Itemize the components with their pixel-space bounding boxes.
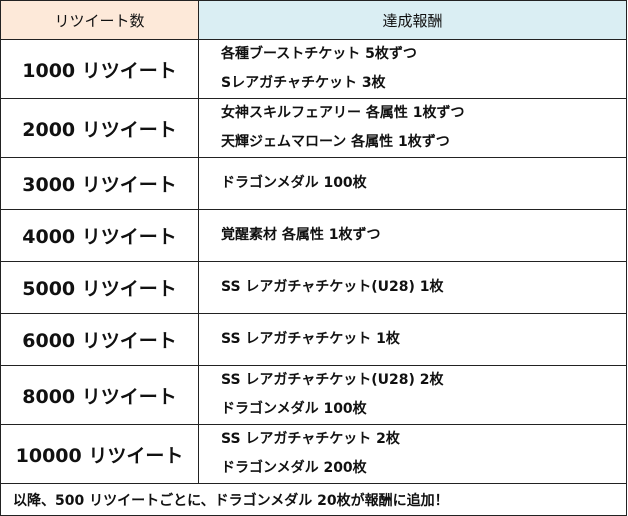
retweet-count: 2000 リツイート bbox=[0, 98, 199, 158]
reward-item: 天輝ジェムマローン 各属性 1枚ずつ bbox=[221, 134, 450, 150]
retweet-count: 3000 リツイート bbox=[0, 157, 199, 210]
reward-item: SS レアガチャチケット 2枚 bbox=[221, 431, 400, 447]
table-row: 3000 リツイート ドラゴンメダル 100枚 bbox=[0, 157, 627, 210]
reward-item: ドラゴンメダル 200枚 bbox=[221, 460, 367, 476]
retweet-count: 4000 リツイート bbox=[0, 209, 199, 262]
rewards-cell: SS レアガチャチケット(U28) 2枚 ドラゴンメダル 100枚 bbox=[198, 365, 627, 425]
table-row: 6000 リツイート SS レアガチャチケット 1枚 bbox=[0, 313, 627, 366]
reward-item: 各種ブーストチケット 5枚ずつ bbox=[221, 46, 417, 62]
retweet-count: 6000 リツイート bbox=[0, 313, 199, 366]
retweet-count: 8000 リツイート bbox=[0, 365, 199, 425]
rewards-cell: SS レアガチャチケット 1枚 bbox=[198, 313, 627, 366]
footer-row: 以降、500 リツイートごとに、ドラゴンメダル 20枚が報酬に追加！ bbox=[0, 483, 627, 516]
header-rewards: 達成報酬 bbox=[198, 0, 627, 40]
reward-item: SS レアガチャチケット 1枚 bbox=[221, 331, 400, 347]
reward-item: 女神スキルフェアリー 各属性 1枚ずつ bbox=[221, 105, 465, 121]
rewards-cell: 各種ブーストチケット 5枚ずつ Sレアガチャチケット 3枚 bbox=[198, 39, 627, 99]
table-row: 1000 リツイート 各種ブーストチケット 5枚ずつ Sレアガチャチケット 3枚 bbox=[0, 39, 627, 99]
rewards-cell: SS レアガチャチケット(U28) 1枚 bbox=[198, 261, 627, 314]
header-row: リツイート数 達成報酬 bbox=[0, 0, 627, 40]
table-row: 2000 リツイート 女神スキルフェアリー 各属性 1枚ずつ 天輝ジェムマローン 各… bbox=[0, 98, 627, 158]
rewards-cell: SS レアガチャチケット 2枚 ドラゴンメダル 200枚 bbox=[198, 424, 627, 484]
reward-item: ドラゴンメダル 100枚 bbox=[221, 175, 367, 191]
reward-item: Sレアガチャチケット 3枚 bbox=[221, 75, 386, 91]
rewards-cell: 覚醒素材 各属性 1枚ずつ bbox=[198, 209, 627, 262]
reward-item: 覚醒素材 各属性 1枚ずつ bbox=[221, 227, 381, 243]
table-row: 5000 リツイート SS レアガチャチケット(U28) 1枚 bbox=[0, 261, 627, 314]
retweet-count: 1000 リツイート bbox=[0, 39, 199, 99]
reward-item: SS レアガチャチケット(U28) 2枚 bbox=[221, 372, 444, 388]
table-row: 4000 リツイート 覚醒素材 各属性 1枚ずつ bbox=[0, 209, 627, 262]
rewards-cell: 女神スキルフェアリー 各属性 1枚ずつ 天輝ジェムマローン 各属性 1枚ずつ bbox=[198, 98, 627, 158]
retweet-count: 5000 リツイート bbox=[0, 261, 199, 314]
retweet-count: 10000 リツイート bbox=[0, 424, 199, 484]
table-row: 8000 リツイート SS レアガチャチケット(U28) 2枚 ドラゴンメダル 10… bbox=[0, 365, 627, 425]
reward-item: ドラゴンメダル 100枚 bbox=[221, 401, 367, 417]
table-row: 10000 リツイート SS レアガチャチケット 2枚 ドラゴンメダル 200枚 bbox=[0, 424, 627, 484]
rewards-cell: ドラゴンメダル 100枚 bbox=[198, 157, 627, 210]
footer-note: 以降、500 リツイートごとに、ドラゴンメダル 20枚が報酬に追加！ bbox=[0, 483, 627, 516]
header-retweet-count: リツイート数 bbox=[0, 0, 199, 40]
reward-item: SS レアガチャチケット(U28) 1枚 bbox=[221, 279, 444, 295]
